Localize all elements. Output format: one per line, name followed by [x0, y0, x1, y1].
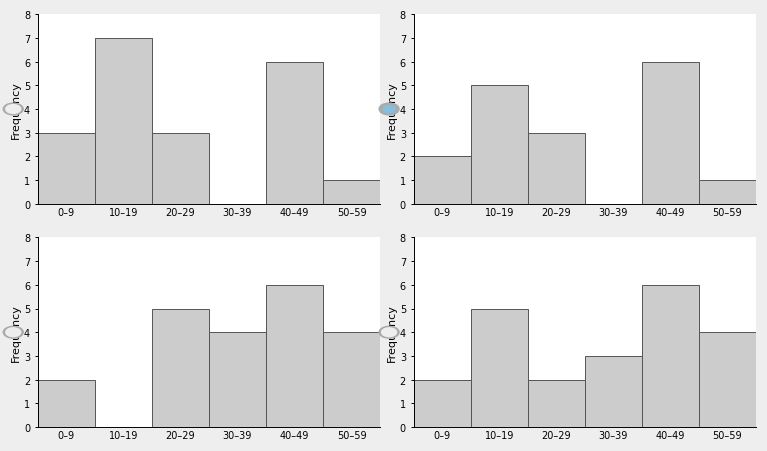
- Bar: [471, 309, 528, 427]
- Y-axis label: Frequency: Frequency: [387, 81, 397, 138]
- Bar: [642, 62, 699, 204]
- Bar: [266, 62, 323, 204]
- Bar: [699, 332, 756, 427]
- Bar: [413, 157, 471, 204]
- Bar: [642, 285, 699, 427]
- Y-axis label: Frequency: Frequency: [11, 81, 21, 138]
- Bar: [413, 380, 471, 427]
- Bar: [38, 133, 95, 204]
- Bar: [471, 86, 528, 204]
- Bar: [323, 332, 380, 427]
- Bar: [266, 285, 323, 427]
- Bar: [152, 133, 209, 204]
- Y-axis label: Frequency: Frequency: [387, 304, 397, 361]
- Bar: [152, 309, 209, 427]
- Y-axis label: Frequency: Frequency: [11, 304, 21, 361]
- Bar: [95, 39, 152, 204]
- Bar: [209, 332, 266, 427]
- Bar: [528, 380, 584, 427]
- Bar: [38, 380, 95, 427]
- Bar: [699, 181, 756, 204]
- Bar: [323, 181, 380, 204]
- Bar: [584, 356, 642, 427]
- Bar: [528, 133, 584, 204]
